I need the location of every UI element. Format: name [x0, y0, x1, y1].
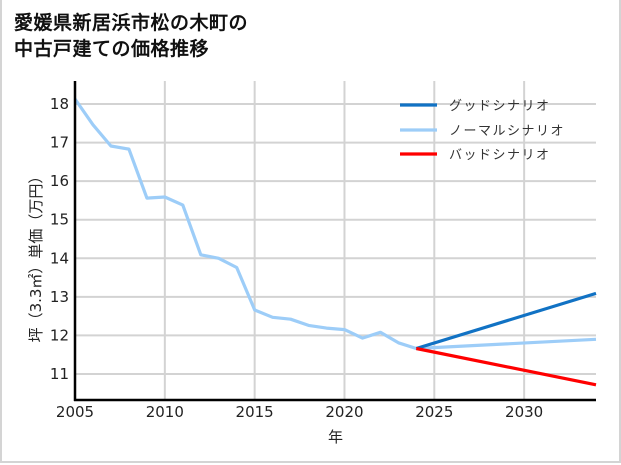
y-tick-label: 15: [50, 211, 69, 229]
y-axis-label: 坪（3.3㎡）単価（万円）: [27, 169, 45, 343]
x-tick-label: 2015: [236, 403, 274, 421]
x-tick-label: 2010: [146, 403, 184, 421]
y-tick-label: 16: [50, 172, 69, 190]
x-tick-label: 2020: [325, 403, 363, 421]
legend-label: バッドシナリオ: [449, 148, 551, 163]
x-axis-label: 年: [328, 428, 343, 446]
series-line-1: [73, 98, 597, 351]
chart-title: 愛媛県新居浜市松の木町の 中古戸建ての価格推移: [14, 10, 248, 62]
axes: 11 12 13 14 15 16 17 18 2005 2010 2015 2020 2025 2030…: [27, 81, 596, 446]
y-tick-label: 14: [50, 249, 69, 267]
y-tick-label: 18: [50, 95, 69, 113]
series-lines: [73, 98, 597, 387]
legend-label: グッドシナリオ: [449, 99, 551, 114]
y-tick-label: 11: [50, 365, 69, 383]
gridlines: [75, 81, 596, 400]
y-tick-label: 12: [50, 326, 69, 344]
series-line-0: [415, 291, 597, 351]
x-tick-label: 2030: [505, 403, 543, 421]
x-tick-label: 2005: [56, 403, 94, 421]
series-line-2: [415, 346, 597, 387]
x-tick-label: 2025: [415, 403, 453, 421]
y-tick-label: 13: [50, 288, 69, 306]
legend-label: ノーマルシナリオ: [449, 124, 565, 139]
chart-title-line2: 中古戸建ての価格推移: [14, 38, 210, 60]
y-tick-label: 17: [50, 134, 69, 152]
chart-title-line1: 愛媛県新居浜市松の木町の: [14, 12, 249, 34]
